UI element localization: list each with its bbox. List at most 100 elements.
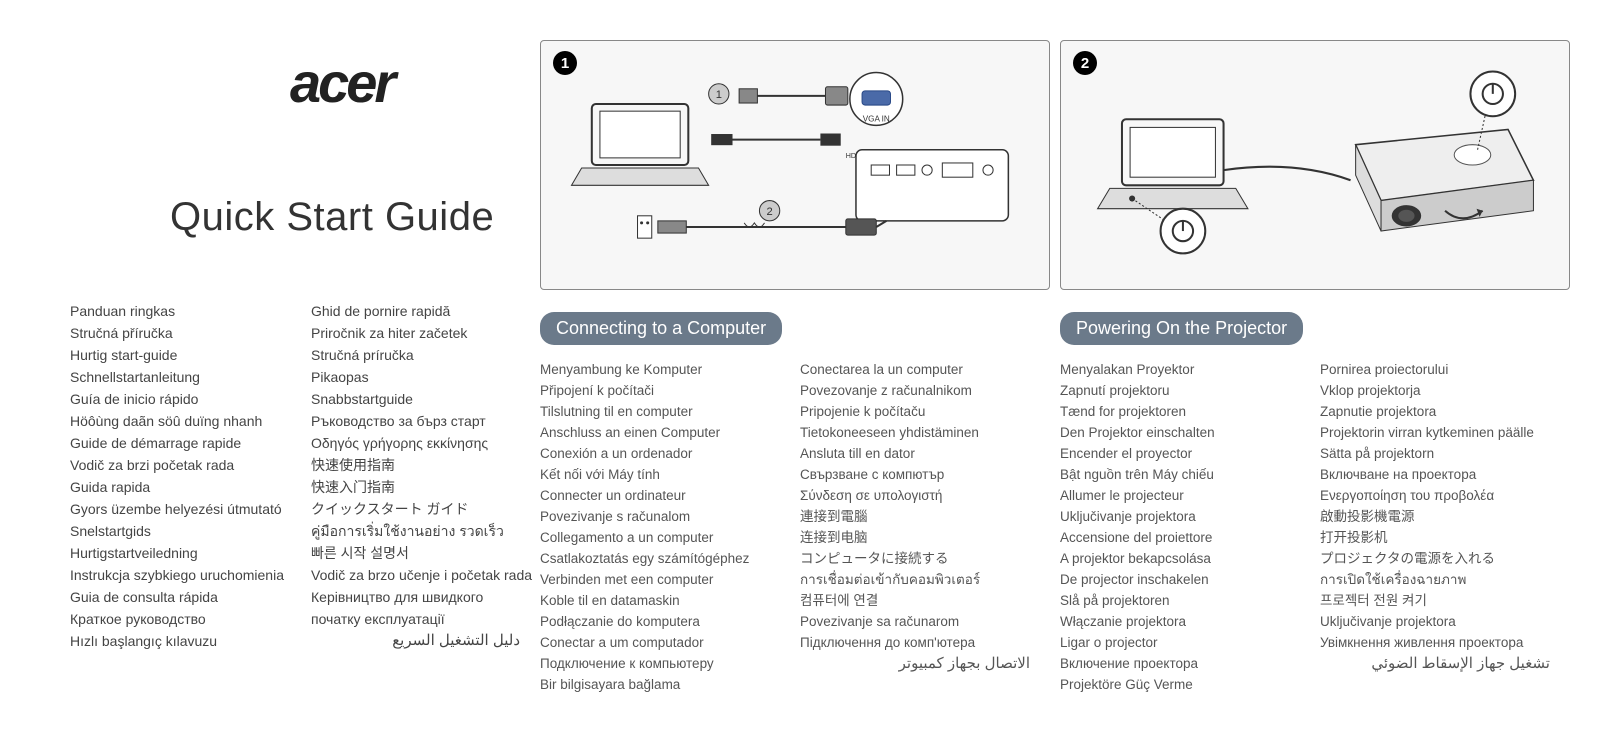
list-item: Menyalakan Proyektor (1060, 359, 1310, 380)
guide-translations: Panduan ringkasStručná příručkaHurtig st… (70, 300, 540, 652)
list-item: Guia de consulta rápida (70, 586, 299, 608)
list-item: Conexión a un ordenador (540, 443, 790, 464)
list-item: Instrukcja szybkiego uruchomienia (70, 564, 299, 586)
list-item: クイックスタート ガイド (311, 498, 540, 520)
list-item: початку експлуатації (311, 608, 540, 630)
list-item: Pornirea proiectorului (1320, 359, 1570, 380)
list-item: Guida rapida (70, 476, 299, 498)
list-item: Zapnutí projektoru (1060, 380, 1310, 401)
list-item: Tænd for projektoren (1060, 401, 1310, 422)
list-item: 连接到电脑 (800, 527, 1050, 548)
list-item-arabic: تشغيل جهاز الإسقاط الضوئي (1320, 653, 1570, 674)
list-item: Schnellstartanleitung (70, 366, 299, 388)
list-item: Snabbstartguide (311, 388, 540, 410)
guide-translations-col1: Panduan ringkasStručná příručkaHurtig st… (70, 300, 299, 652)
list-item: Priročnik za hiter začetek (311, 322, 540, 344)
main-title: Quick Start Guide (170, 195, 540, 240)
list-item: Ενεργοποίηση του προβολέα (1320, 485, 1570, 506)
step-2-label: 2 (766, 206, 772, 218)
step-1-label: 1 (716, 89, 722, 101)
list-item: Свързване с компютър (800, 464, 1050, 485)
list-item: Projektöre Güç Verme (1060, 674, 1310, 695)
list-item: Guide de démarrage rapide (70, 432, 299, 454)
list-item: Stručná příručka (70, 322, 299, 344)
figure-2: 2 (1060, 40, 1570, 290)
list-item: Povezovanje z računalnikom (800, 380, 1050, 401)
list-item: Snelstartgids (70, 520, 299, 542)
left-column: acer Quick Start Guide Panduan ringkasSt… (70, 30, 540, 735)
power-col2: Pornirea proiectoruluiVklop projektorjaZ… (1320, 359, 1570, 695)
list-item: คู่มือการเริ่มใช้งานอย่าง รวดเร็ว (311, 520, 540, 542)
list-item: Tietokoneeseen yhdistäminen (800, 422, 1050, 443)
list-item: Краткое руководство (70, 608, 299, 630)
list-item: Guía de inicio rápido (70, 388, 299, 410)
list-item: Οδηγός γρήγορης εκκίνησης (311, 432, 540, 454)
list-item: Povezivanje sa računarom (800, 611, 1050, 632)
list-item: Увімкнення живлення проектора (1320, 632, 1570, 653)
list-item: Uključivanje projektora (1060, 506, 1310, 527)
figure-1-number: 1 (553, 51, 577, 75)
list-item: Включение проектора (1060, 653, 1310, 674)
list-item: Conectarea la un computer (800, 359, 1050, 380)
list-item-arabic: الاتصال بجهاز كمبيوتر (800, 653, 1050, 674)
connect-col1: Menyambung ke KomputerPřipojení k počíta… (540, 359, 790, 695)
list-item: Uključivanje projektora (1320, 611, 1570, 632)
list-item: Vodič za brzo učenje i početak rada (311, 564, 540, 586)
list-item: Conectar a um computador (540, 632, 790, 653)
list-item: Sätta på projektorn (1320, 443, 1570, 464)
list-item: 連接到電腦 (800, 506, 1050, 527)
list-item: 빠른 시작 설명서 (311, 542, 540, 564)
list-item: Підключення до комп'ютера (800, 632, 1050, 653)
list-item: Höôùng daãn söû duïng nhanh (70, 410, 299, 432)
list-item: Slå på projektoren (1060, 590, 1310, 611)
list-item: プロジェクタの電源を入れる (1320, 548, 1570, 569)
list-item: Csatlakoztatás egy számítógéphez (540, 548, 790, 569)
figure-1: 1 1 VGA IN VGA IN (540, 40, 1050, 290)
list-item: Hurtig start-guide (70, 344, 299, 366)
page: acer Quick Start Guide Panduan ringkasSt… (0, 0, 1600, 755)
guide-translations-col2: Ghid de pornire rapidăPriročnik za hiter… (311, 300, 540, 652)
section-2-title: Powering On the Projector (1060, 312, 1303, 345)
list-item: Menyambung ke Komputer (540, 359, 790, 380)
list-item: Připojení k počítači (540, 380, 790, 401)
list-item: Pripojenie k počítaču (800, 401, 1050, 422)
list-item: Anschluss an einen Computer (540, 422, 790, 443)
middle-column: 1 1 VGA IN VGA IN (540, 30, 1050, 735)
list-item: Włączanie projektora (1060, 611, 1310, 632)
list-item: 快速使用指南 (311, 454, 540, 476)
brand-logo: acer (290, 50, 540, 115)
list-item: 快速入门指南 (311, 476, 540, 498)
list-item: Bật nguồn trên Máy chiếu (1060, 464, 1310, 485)
list-item: การเชื่อมต่อเข้ากับคอมพิวเตอร์ (800, 569, 1050, 590)
list-item: De projector inschakelen (1060, 569, 1310, 590)
list-item: Projektorin virran kytkeminen päälle (1320, 422, 1570, 443)
list-item: Tilslutning til en computer (540, 401, 790, 422)
power-translations: Menyalakan ProyektorZapnutí projektoruTæ… (1060, 359, 1570, 695)
list-item: Accensione del proiettore (1060, 527, 1310, 548)
list-item: Collegamento a un computer (540, 527, 790, 548)
list-item: Подключение к компьютеру (540, 653, 790, 674)
list-item: Kết nối với Máy tính (540, 464, 790, 485)
figure-2-number: 2 (1073, 51, 1097, 75)
list-item: Vodič za brzi početak rada (70, 454, 299, 476)
list-item: Verbinden met een computer (540, 569, 790, 590)
list-item: Encender el proyector (1060, 443, 1310, 464)
list-item: Включване на проектора (1320, 464, 1570, 485)
list-item: Ansluta till en dator (800, 443, 1050, 464)
list-item: Panduan ringkas (70, 300, 299, 322)
list-item: Σύνδεση σε υπολογιστή (800, 485, 1050, 506)
list-item-arabic: دليل التشغيل السريع (311, 630, 540, 652)
list-item: Allumer le projecteur (1060, 485, 1310, 506)
list-item: Керівництво для швидкого (311, 586, 540, 608)
connect-col2: Conectarea la un computerPovezovanje z r… (800, 359, 1050, 695)
list-item: Podłączanie do komputera (540, 611, 790, 632)
list-item: Gyors üzembe helyezési útmutató (70, 498, 299, 520)
list-item: Connecter un ordinateur (540, 485, 790, 506)
section-1-title: Connecting to a Computer (540, 312, 782, 345)
list-item: Pikaopas (311, 366, 540, 388)
list-item: 打开投影机 (1320, 527, 1570, 548)
list-item: Vklop projektorja (1320, 380, 1570, 401)
right-column: 2 (1060, 30, 1570, 735)
list-item: Ghid de pornire rapidă (311, 300, 540, 322)
list-item: 프로젝터 전원 켜기 (1320, 590, 1570, 611)
